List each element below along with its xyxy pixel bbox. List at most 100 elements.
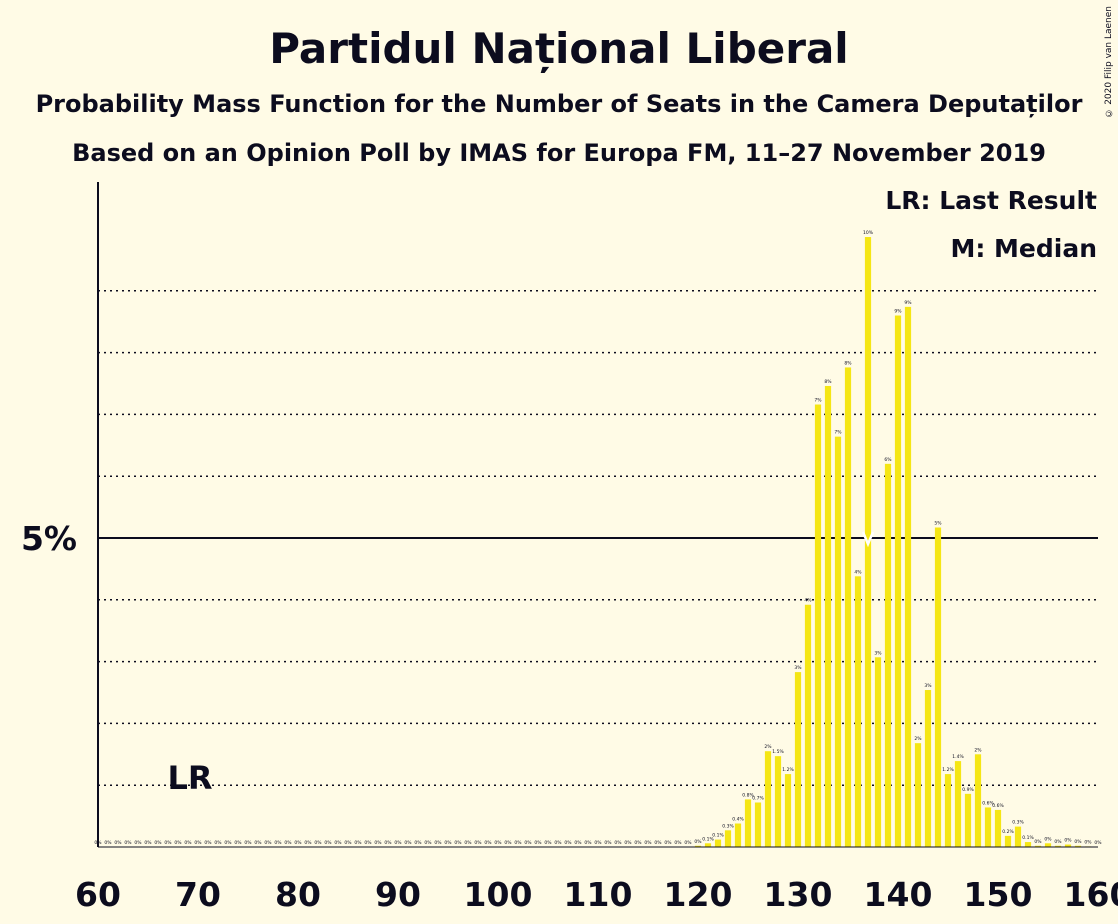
bar-145 bbox=[944, 774, 952, 847]
bar-label-152: 0.3% bbox=[1012, 820, 1024, 826]
bar-label-69: 0% bbox=[184, 840, 192, 846]
bar-144 bbox=[934, 527, 942, 847]
bar-label-91: 0% bbox=[404, 840, 412, 846]
bar-label-151: 0.2% bbox=[1002, 829, 1014, 835]
bar-134 bbox=[834, 436, 842, 847]
bar-label-156: 0% bbox=[1054, 839, 1062, 845]
bar-label-93: 0% bbox=[424, 840, 432, 846]
bar-label-134: 7% bbox=[834, 430, 842, 436]
median-marker bbox=[861, 531, 875, 548]
bar-130 bbox=[794, 672, 802, 847]
bar-153 bbox=[1024, 842, 1032, 847]
bar-label-62: 0% bbox=[114, 840, 122, 846]
bar-label-87: 0% bbox=[364, 840, 372, 846]
bar-147 bbox=[964, 793, 972, 847]
bar-label-103: 0% bbox=[524, 840, 532, 846]
bar-125 bbox=[744, 799, 752, 847]
bar-label-89: 0% bbox=[384, 840, 392, 846]
bar-label-140: 9% bbox=[894, 309, 902, 315]
bar-136 bbox=[854, 576, 862, 847]
bar-label-99: 0% bbox=[484, 840, 492, 846]
bars bbox=[694, 237, 1092, 847]
x-tick-label-70: 70 bbox=[175, 875, 221, 914]
bar-label-132: 7% bbox=[814, 398, 822, 404]
bar-156 bbox=[1054, 845, 1062, 847]
bar-151 bbox=[1004, 835, 1012, 847]
bar-148 bbox=[974, 754, 982, 847]
bar-label-71: 0% bbox=[204, 840, 212, 846]
bar-label-101: 0% bbox=[504, 840, 512, 846]
bar-158 bbox=[1074, 845, 1082, 847]
bar-label-158: 0% bbox=[1074, 839, 1082, 845]
bar-141 bbox=[904, 306, 912, 847]
bar-label-135: 8% bbox=[844, 360, 852, 366]
bar-label-144: 5% bbox=[934, 520, 942, 526]
bar-142 bbox=[914, 743, 922, 847]
bar-label-122: 0.1% bbox=[712, 833, 724, 839]
bar-122 bbox=[714, 839, 722, 847]
bar-123 bbox=[724, 830, 732, 847]
bar-label-112: 0% bbox=[614, 840, 622, 846]
bar-152 bbox=[1014, 826, 1022, 847]
bar-label-141: 9% bbox=[904, 300, 912, 306]
bar-149 bbox=[984, 807, 992, 847]
bar-label-130: 3% bbox=[794, 665, 802, 671]
bar-135 bbox=[844, 367, 852, 847]
bar-label-72: 0% bbox=[214, 840, 222, 846]
bar-label-137: 10% bbox=[863, 230, 874, 236]
bar-label-67: 0% bbox=[164, 840, 172, 846]
bar-label-124: 0.4% bbox=[732, 817, 744, 823]
x-tick-label-80: 80 bbox=[275, 875, 321, 914]
bar-121 bbox=[704, 843, 712, 847]
bar-label-84: 0% bbox=[334, 840, 342, 846]
bar-139 bbox=[884, 463, 892, 847]
bar-label-160: 0% bbox=[1094, 840, 1102, 846]
bar-label-116: 0% bbox=[654, 840, 662, 846]
bar-label-75: 0% bbox=[244, 840, 252, 846]
bar-label-82: 0% bbox=[314, 840, 322, 846]
bar-label-63: 0% bbox=[124, 840, 132, 846]
bar-label-95: 0% bbox=[444, 840, 452, 846]
bar-label-73: 0% bbox=[224, 840, 232, 846]
bar-label-76: 0% bbox=[254, 840, 262, 846]
chart-title: Partidul Național Liberal bbox=[269, 24, 849, 73]
bar-label-68: 0% bbox=[174, 840, 182, 846]
bar-124 bbox=[734, 823, 742, 847]
bar-132 bbox=[814, 404, 822, 847]
bar-label-97: 0% bbox=[464, 840, 472, 846]
bar-label-86: 0% bbox=[354, 840, 362, 846]
bar-value-labels: 0% 0% 0% 0% 0% 0% 0% 0% 0% 0% 0% 0% 0% 0% 0% 0% 0% 0% 0% 0%… bbox=[94, 230, 1102, 846]
bar-133 bbox=[824, 385, 832, 847]
x-tick-label-130: 130 bbox=[764, 875, 833, 914]
bar-label-121: 0.1% bbox=[702, 836, 714, 842]
bar-label-154: 0% bbox=[1034, 839, 1042, 845]
legend-last-result: LR: Last Result bbox=[885, 186, 1097, 215]
bar-label-157: 0% bbox=[1064, 838, 1072, 844]
bar-label-96: 0% bbox=[454, 840, 462, 846]
bar-157 bbox=[1064, 844, 1072, 847]
bar-128 bbox=[774, 756, 782, 847]
median-arrow bbox=[861, 531, 875, 548]
bar-label-85: 0% bbox=[344, 840, 352, 846]
bar-label-145: 1.2% bbox=[942, 767, 954, 773]
bar-label-139: 6% bbox=[884, 457, 892, 463]
bar-label-127: 2% bbox=[764, 744, 772, 750]
bar-label-146: 1.4% bbox=[952, 754, 964, 760]
axes bbox=[97, 182, 1098, 848]
bar-label-74: 0% bbox=[234, 840, 242, 846]
bar-label-66: 0% bbox=[154, 840, 162, 846]
bar-label-92: 0% bbox=[414, 840, 422, 846]
bar-label-104: 0% bbox=[534, 840, 542, 846]
bar-label-88: 0% bbox=[374, 840, 382, 846]
bar-label-109: 0% bbox=[584, 840, 592, 846]
bar-138 bbox=[874, 657, 882, 847]
bar-label-83: 0% bbox=[324, 840, 332, 846]
bar-label-98: 0% bbox=[474, 840, 482, 846]
x-tick-label-100: 100 bbox=[464, 875, 533, 914]
bar-label-138: 3% bbox=[874, 650, 882, 656]
bar-label-79: 0% bbox=[284, 840, 292, 846]
bar-label-128: 1.5% bbox=[772, 749, 784, 755]
bar-131 bbox=[804, 604, 812, 847]
bar-label-78: 0% bbox=[274, 840, 282, 846]
